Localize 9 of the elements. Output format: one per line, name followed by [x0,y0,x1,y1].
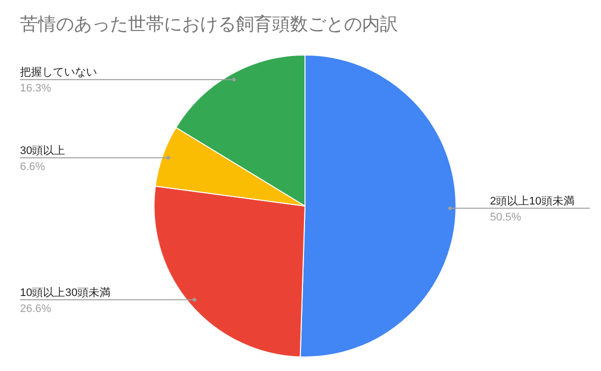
slice-label: 30頭以上 [20,144,66,157]
slice-label: 10頭以上30頭未満 [20,286,110,299]
slice-label: 把握していない [20,66,97,79]
data-label: 16.3% [20,82,52,95]
slice-label: 2頭以上10頭未満 [490,194,574,208]
data-label: 26.6% [20,302,52,315]
data-label: 6.6% [20,160,46,173]
chart-title: 苦情のあった世帯における飼育頭数ごとの内訳 [20,13,398,36]
data-label: 50.5% [490,211,522,224]
